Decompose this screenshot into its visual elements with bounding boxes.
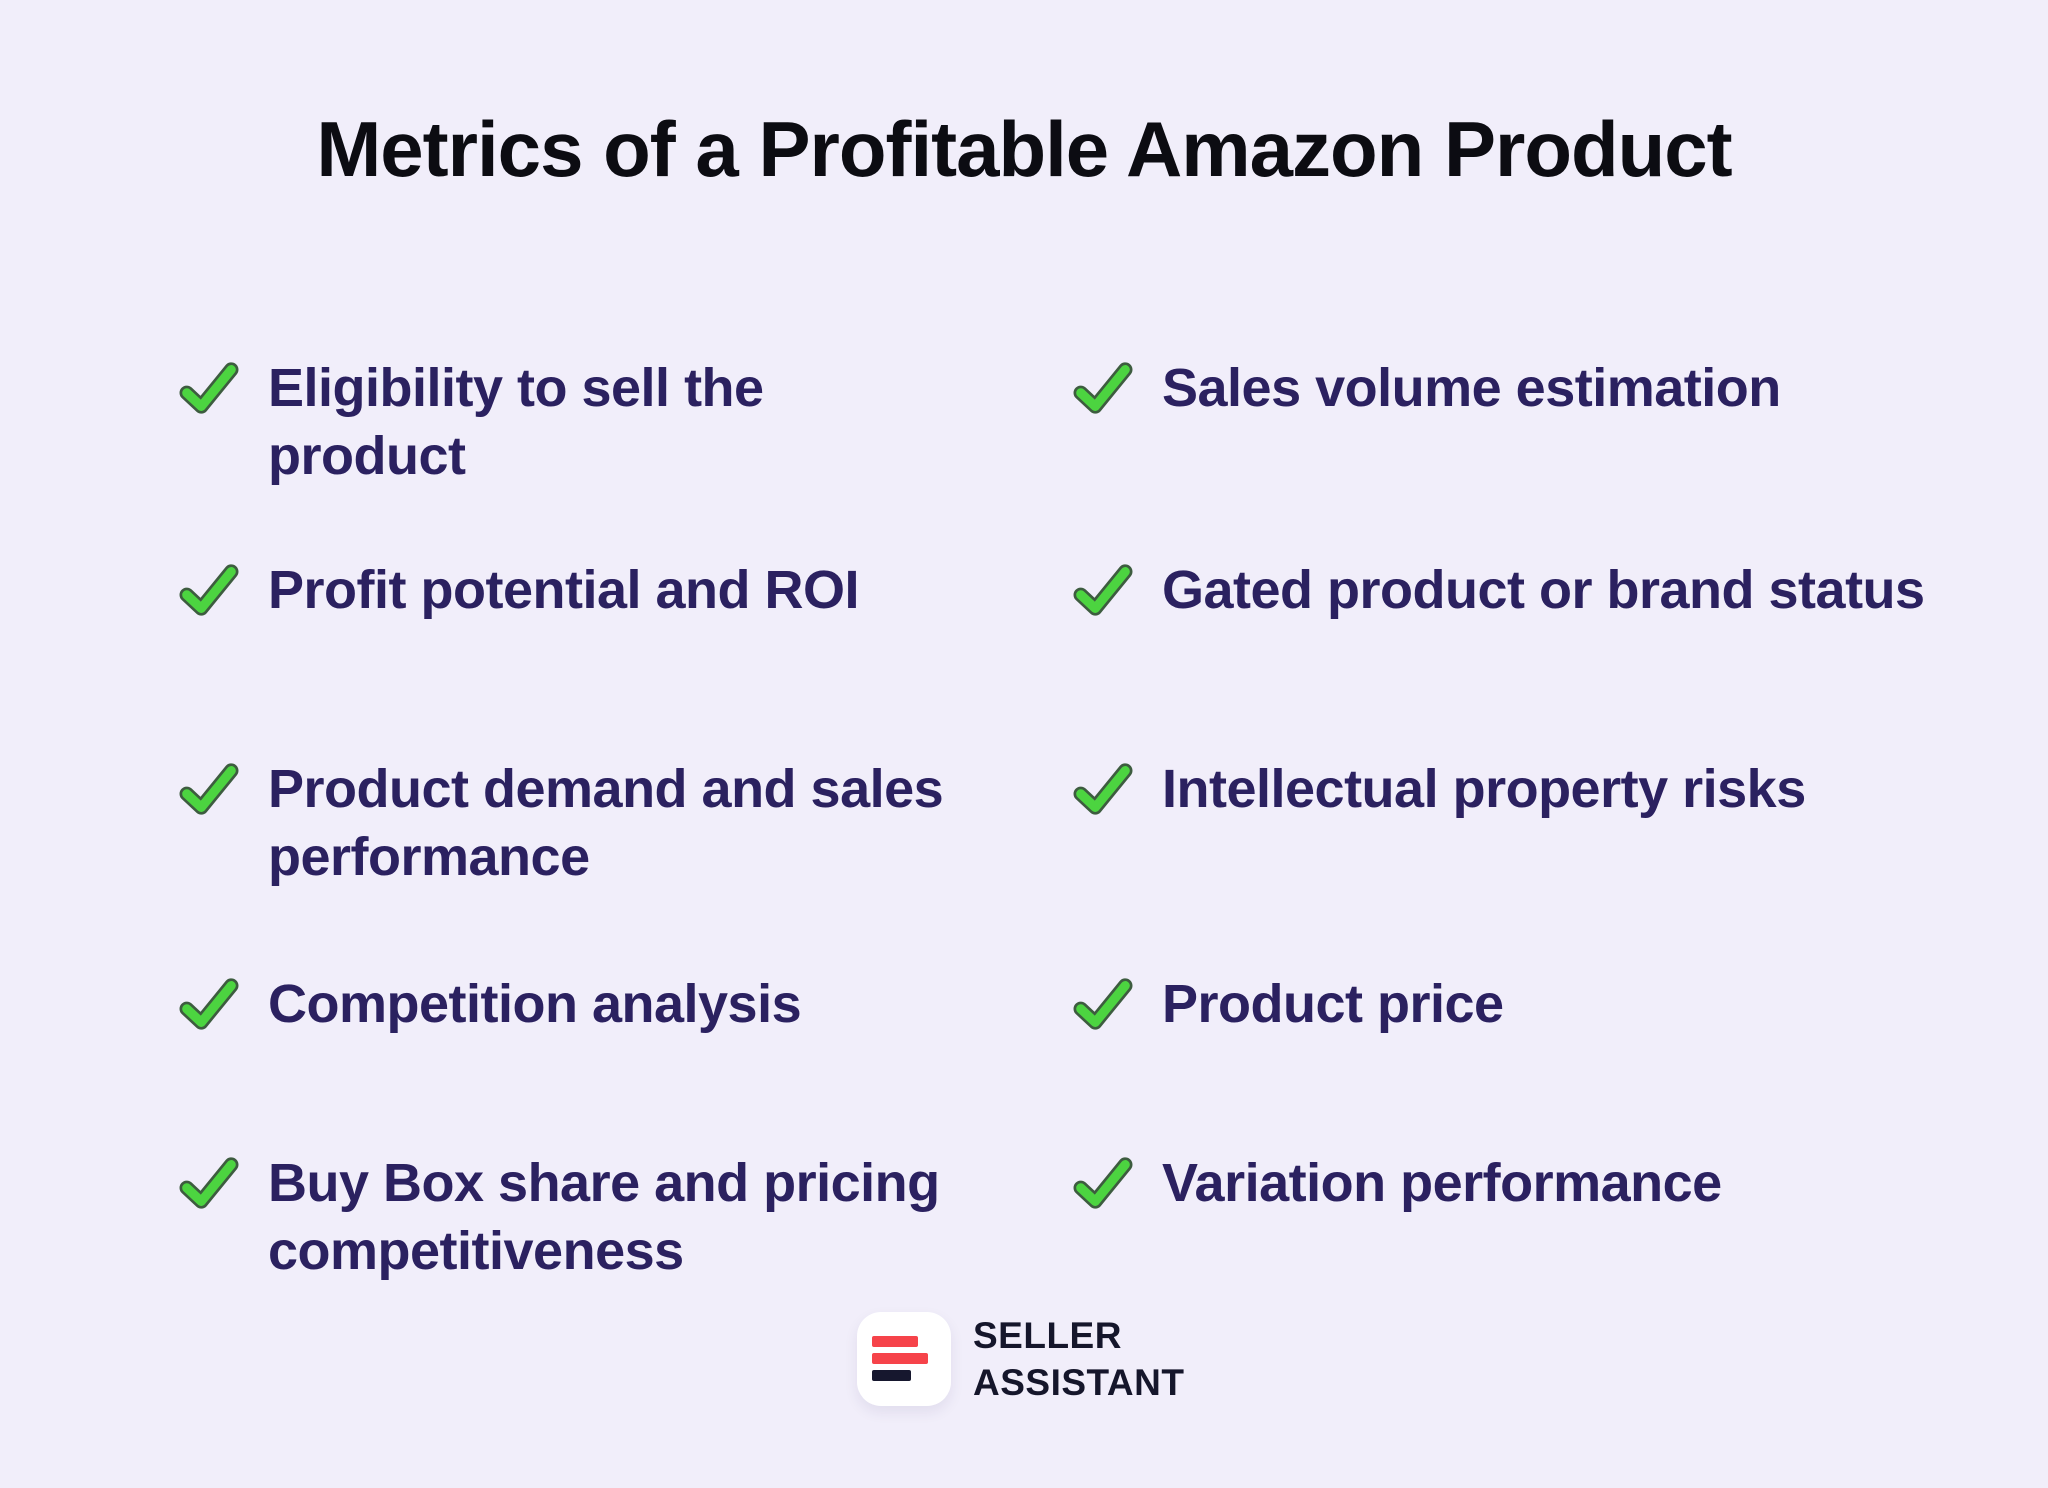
list-item: Eligibility to sell the product — [178, 354, 968, 490]
check-icon — [178, 1154, 240, 1212]
seller-assistant-logo: SELLER ASSISTANT — [857, 1312, 1184, 1406]
logo-bar-red-top — [872, 1336, 918, 1347]
logo-wordmark-line2: ASSISTANT — [973, 1362, 1185, 1403]
logo-bar-dark-bottom — [872, 1370, 911, 1381]
list-item: Intellectual property risks — [1072, 755, 1806, 823]
item-label: Intellectual property risks — [1162, 759, 1806, 819]
item-label: Gated product or brand status — [1162, 560, 1925, 620]
list-item: Gated product or brand status — [1072, 556, 1925, 624]
item-label: Profit potential and ROI — [268, 560, 860, 620]
list-item: Product demand and sales performance — [178, 755, 968, 891]
page-title: Metrics of a Profitable Amazon Product — [316, 105, 1732, 193]
check-icon — [1072, 359, 1134, 417]
item-label: Product price — [1162, 974, 1504, 1034]
check-icon — [178, 561, 240, 619]
check-icon — [1072, 760, 1134, 818]
logo-wordmark: SELLER ASSISTANT — [973, 1312, 1184, 1406]
check-icon — [178, 975, 240, 1033]
logo-wordmark-line1: SELLER — [973, 1315, 1122, 1356]
item-label: Buy Box share and pricing competitivenes… — [268, 1153, 940, 1281]
seller-assistant-logo-icon — [857, 1312, 951, 1406]
list-item: Variation performance — [1072, 1149, 1722, 1217]
item-label: Product demand and sales performance — [268, 759, 944, 887]
item-label: Competition analysis — [268, 974, 802, 1034]
list-item: Profit potential and ROI — [178, 556, 860, 624]
check-icon — [1072, 561, 1134, 619]
list-item: Competition analysis — [178, 970, 802, 1038]
check-icon — [1072, 975, 1134, 1033]
list-item: Product price — [1072, 970, 1504, 1038]
item-label: Eligibility to sell the product — [268, 358, 764, 486]
item-label: Variation performance — [1162, 1153, 1722, 1213]
item-label: Sales volume estimation — [1162, 358, 1781, 418]
check-icon — [178, 760, 240, 818]
list-item: Sales volume estimation — [1072, 354, 1781, 422]
check-icon — [1072, 1154, 1134, 1212]
check-icon — [178, 359, 240, 417]
list-item: Buy Box share and pricing competitivenes… — [178, 1149, 968, 1285]
logo-bar-red-middle — [872, 1353, 928, 1364]
